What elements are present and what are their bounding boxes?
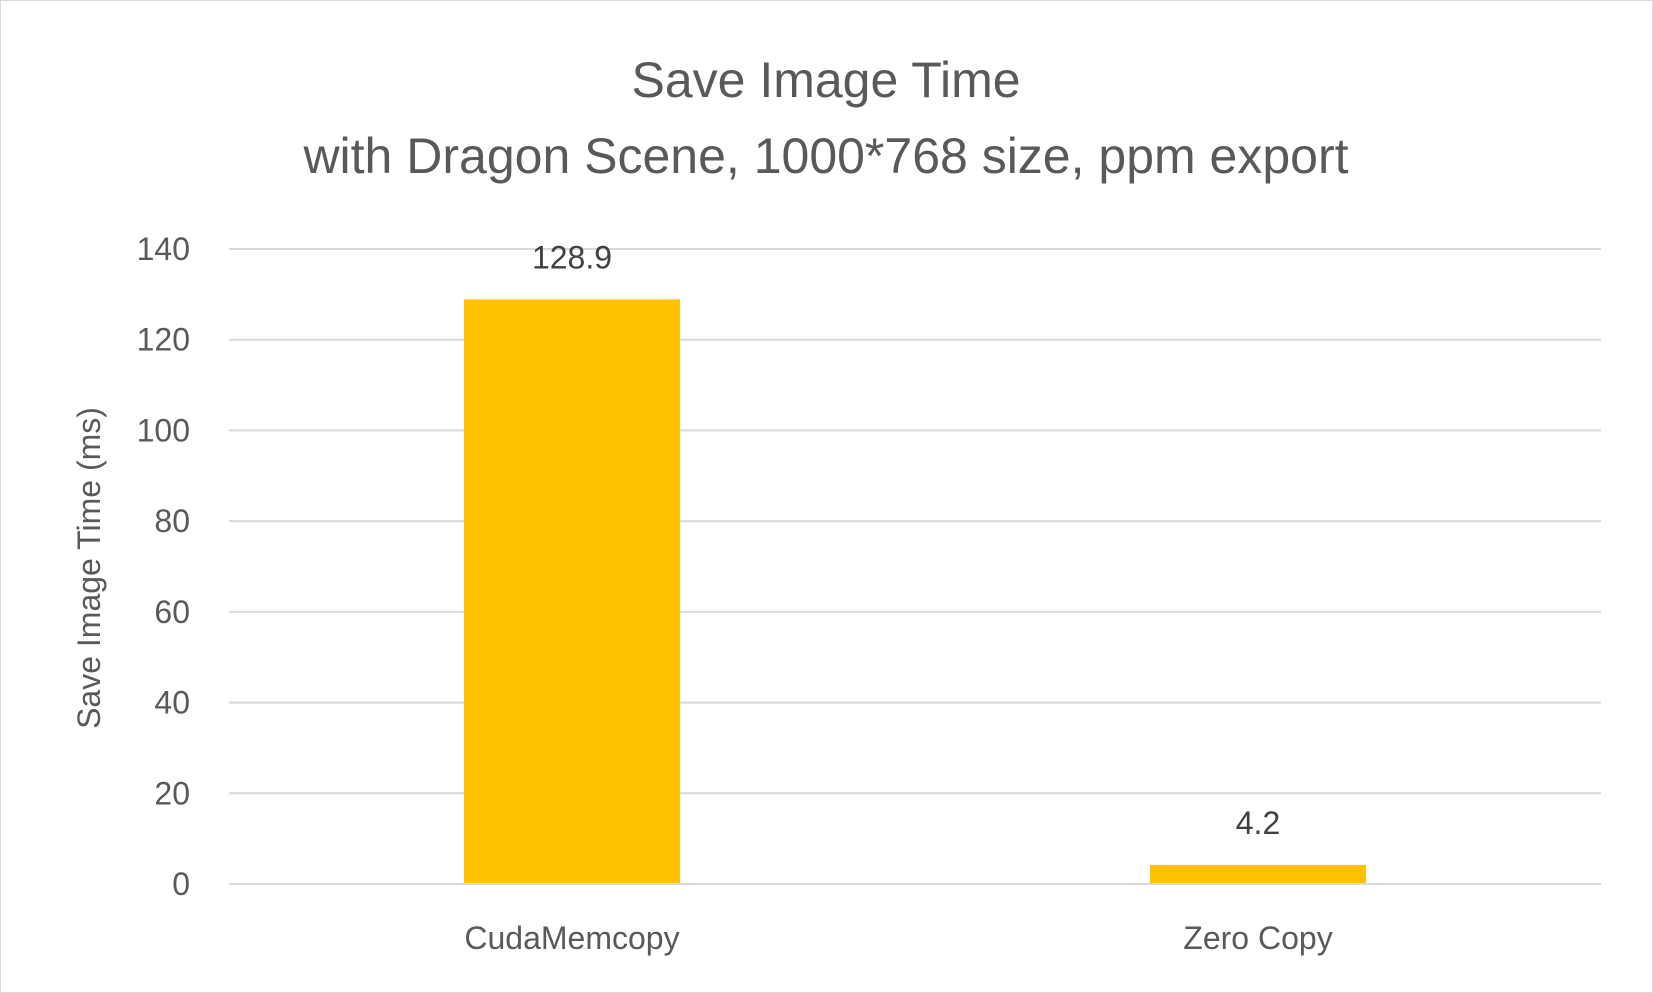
y-tick-label: 20 <box>154 775 190 811</box>
bar-cudamemcopy <box>464 299 680 884</box>
data-label: 128.9 <box>532 239 612 275</box>
chart-subtitle: with Dragon Scene, 1000*768 size, ppm ex… <box>302 128 1348 184</box>
bars <box>464 299 1366 884</box>
y-tick-label: 80 <box>154 503 190 539</box>
y-axis-ticks: 0 20 40 60 80 100 120 140 <box>137 231 190 902</box>
y-tick-label: 120 <box>137 322 190 358</box>
x-axis-categories: CudaMemcopy Zero Copy <box>464 920 1332 956</box>
y-tick-label: 140 <box>137 231 190 267</box>
x-category-label: CudaMemcopy <box>464 920 679 956</box>
gridlines <box>229 249 1601 884</box>
y-tick-label: 40 <box>154 685 190 721</box>
x-category-label: Zero Copy <box>1183 920 1332 956</box>
y-axis-title: Save Image Time (ms) <box>71 407 107 729</box>
y-tick-label: 100 <box>137 412 190 448</box>
data-label: 4.2 <box>1236 805 1280 841</box>
chart-title: Save Image Time <box>631 52 1020 108</box>
y-tick-label: 0 <box>172 866 190 902</box>
bar-zero-copy <box>1150 865 1366 884</box>
y-tick-label: 60 <box>154 594 190 630</box>
